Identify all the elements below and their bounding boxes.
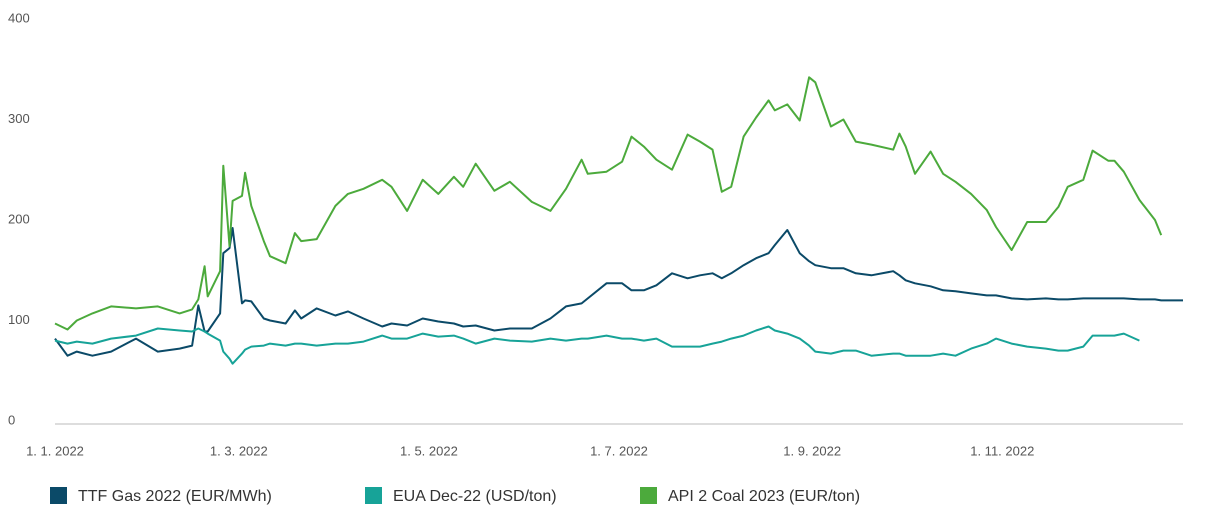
legend-text: TTF Gas 2022 (EUR/MWh) xyxy=(78,488,272,505)
legend-text: EUA Dec-22 (USD/ton) xyxy=(393,488,557,505)
legend-swatch xyxy=(640,487,657,504)
series-line xyxy=(54,76,1163,331)
x-tick-label: 1. 3. 2022 xyxy=(210,443,268,458)
series-line xyxy=(54,227,1183,357)
series-line xyxy=(54,325,1140,365)
y-tick-label: 0 xyxy=(8,412,15,427)
legend-text: API 2 Coal 2023 (EUR/ton) xyxy=(668,488,860,505)
x-tick-label: 1. 1. 2022 xyxy=(26,443,84,458)
legend-swatch xyxy=(365,487,382,504)
y-tick-label: 300 xyxy=(8,111,30,126)
x-tick-label: 1. 7. 2022 xyxy=(590,443,648,458)
x-tick-label: 1. 11. 2022 xyxy=(970,443,1034,458)
x-tick-label: 1. 5. 2022 xyxy=(400,443,458,458)
y-tick-label: 400 xyxy=(8,10,30,25)
y-tick-label: 100 xyxy=(8,312,30,327)
x-tick-label: 1. 9. 2022 xyxy=(783,443,841,458)
y-tick-label: 200 xyxy=(8,211,30,226)
legend-swatch xyxy=(50,487,67,504)
